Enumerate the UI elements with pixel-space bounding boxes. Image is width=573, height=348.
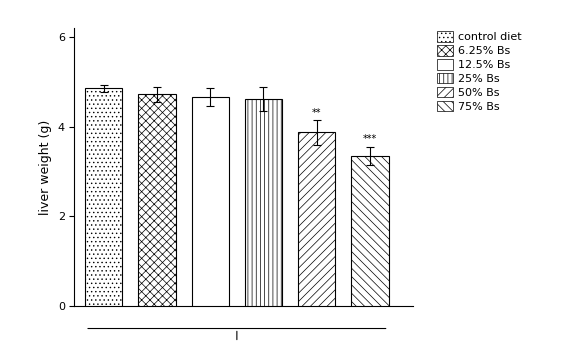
Bar xyxy=(351,156,388,306)
Y-axis label: liver weight (g): liver weight (g) xyxy=(39,119,52,215)
Bar xyxy=(85,88,123,306)
Legend: control diet, 6.25% Bs, 12.5% Bs, 25% Bs, 50% Bs, 75% Bs: control diet, 6.25% Bs, 12.5% Bs, 25% Bs… xyxy=(434,28,525,115)
Text: **: ** xyxy=(312,108,321,118)
Bar xyxy=(298,133,335,306)
Bar xyxy=(138,94,176,306)
Bar xyxy=(191,97,229,306)
Bar xyxy=(245,99,282,306)
Text: ***: *** xyxy=(363,134,377,144)
